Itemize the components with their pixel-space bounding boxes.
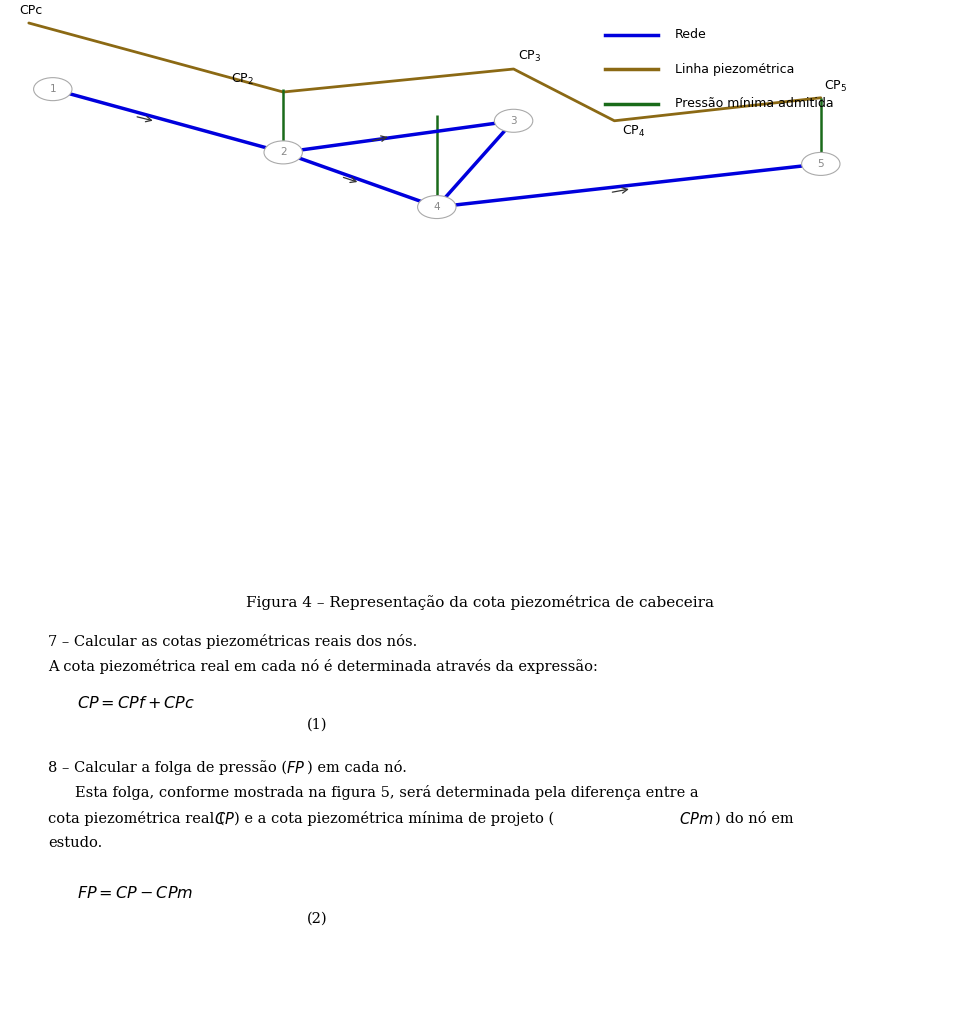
Text: cota piezométrica real (: cota piezométrica real ( [48,811,225,826]
Text: Rede: Rede [675,28,707,41]
Text: CP$_{2}$: CP$_{2}$ [231,72,254,87]
Text: CP$_{4}$: CP$_{4}$ [622,124,645,140]
Text: ) do nó em: ) do nó em [715,811,794,826]
Text: 3: 3 [511,116,516,125]
Text: CP$_{5}$: CP$_{5}$ [824,79,847,94]
Text: Linha piezométrica: Linha piezométrica [675,63,794,76]
Text: 1: 1 [50,84,56,94]
Circle shape [418,195,456,219]
Text: Figura 4 – Representação da cota piezométrica de cabeceira: Figura 4 – Representação da cota piezomé… [246,596,714,610]
Text: 5: 5 [818,159,824,168]
Circle shape [802,152,840,176]
Text: ) em cada nó.: ) em cada nó. [307,760,407,774]
Text: $FP$: $FP$ [286,760,305,776]
Text: (2): (2) [307,912,327,925]
Text: CPc: CPc [19,4,42,17]
Text: 8 – Calcular a folga de pressão (: 8 – Calcular a folga de pressão ( [48,760,287,775]
Circle shape [494,109,533,132]
Text: $CPm$: $CPm$ [679,811,713,827]
Text: ) e a cota piezométrica mínima de projeto (: ) e a cota piezométrica mínima de projet… [234,811,554,826]
Text: 4: 4 [434,202,440,212]
Circle shape [264,141,302,164]
Text: A cota piezométrica real em cada nó é determinada através da expressão:: A cota piezométrica real em cada nó é de… [48,658,598,674]
Text: Pressão mínima admitida: Pressão mínima admitida [675,97,833,110]
Text: estudo.: estudo. [48,836,103,850]
Text: $FP = CP - CPm$: $FP = CP - CPm$ [77,884,193,902]
Text: $CP$: $CP$ [214,811,235,827]
Text: (1): (1) [307,718,327,731]
Text: Esta folga, conforme mostrada na figura 5, será determinada pela diferença entre: Esta folga, conforme mostrada na figura … [75,786,699,800]
Circle shape [34,78,72,101]
Text: 7 – Calcular as cotas piezométricas reais dos nós.: 7 – Calcular as cotas piezométricas reai… [48,634,418,649]
Text: $CP = CPf + CPc$: $CP = CPf + CPc$ [77,695,195,712]
Text: 2: 2 [280,148,286,157]
Text: CP$_{3}$: CP$_{3}$ [518,49,541,65]
